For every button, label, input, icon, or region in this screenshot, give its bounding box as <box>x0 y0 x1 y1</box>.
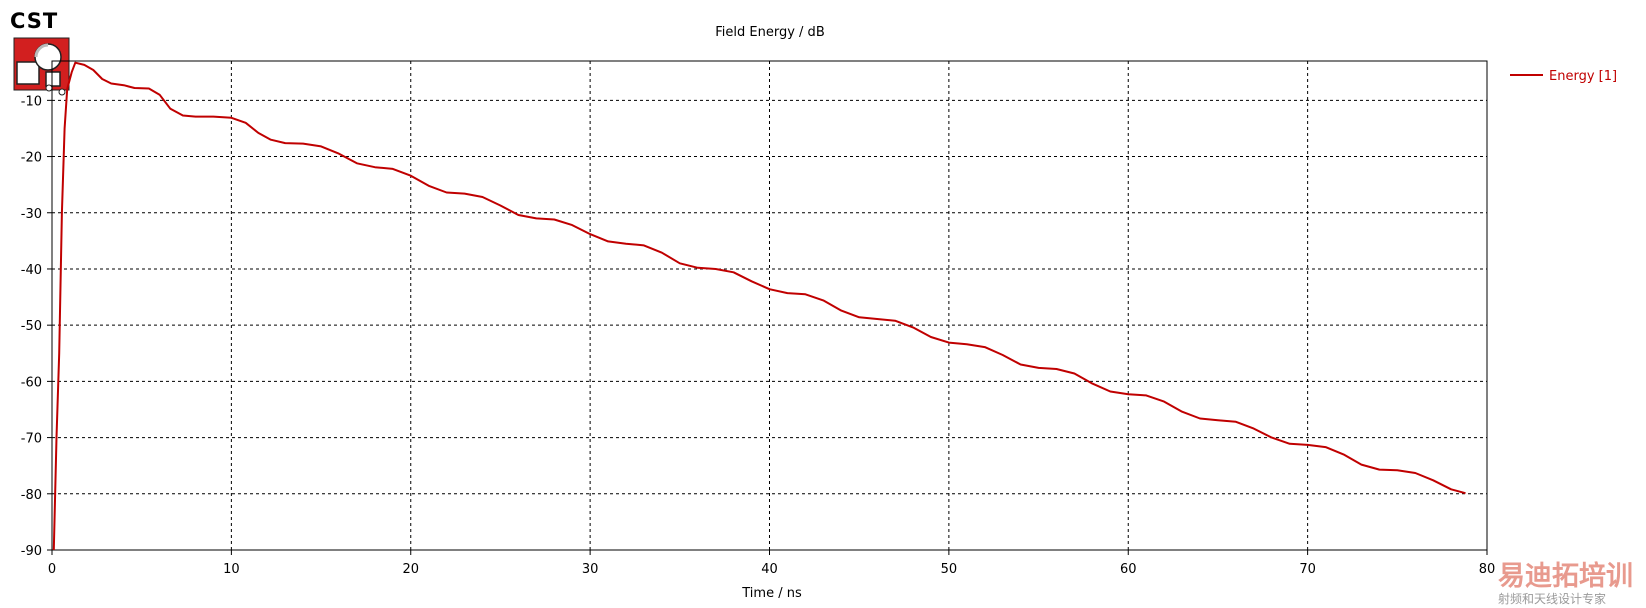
legend-label-energy: Energy [1] <box>1549 69 1617 84</box>
watermark-subtitle: 射频和天线设计专家 <box>1498 591 1606 606</box>
x-tick-label: 10 <box>223 562 240 577</box>
x-axis-ticks: 0 10 20 30 40 50 60 70 80 <box>48 550 1495 577</box>
y-tick-label: -80 <box>21 488 42 503</box>
y-axis-ticks: -10 -20 -30 -40 -50 -60 -70 -80 -90 <box>21 94 52 559</box>
cst-logo-icon <box>13 37 70 96</box>
y-tick-label: -70 <box>21 432 42 447</box>
y-tick-label: -90 <box>21 544 42 559</box>
y-tick-label: -10 <box>21 94 42 109</box>
x-tick-label: 50 <box>941 562 958 577</box>
x-tick-label: 80 <box>1479 562 1496 577</box>
x-axis-label: Time / ns <box>741 586 802 601</box>
x-tick-label: 70 <box>1299 562 1316 577</box>
legend: Energy [1] <box>1510 69 1617 84</box>
x-tick-label: 60 <box>1120 562 1137 577</box>
y-tick-label: -20 <box>21 151 42 166</box>
grid-lines <box>52 61 1487 550</box>
chart-title: Field Energy / dB <box>715 25 824 40</box>
y-tick-label: -50 <box>21 319 42 334</box>
x-tick-label: 0 <box>48 562 56 577</box>
brand-text: CST <box>10 9 58 33</box>
watermark: 易迪拓培训 射频和天线设计专家 <box>1498 561 1633 606</box>
series-line-energy <box>52 61 1466 551</box>
y-tick-label: -30 <box>21 207 42 222</box>
y-tick-label: -60 <box>21 375 42 390</box>
watermark-title: 易迪拓培训 <box>1498 561 1633 592</box>
cst-logo: CST <box>10 9 70 96</box>
x-tick-label: 30 <box>582 562 599 577</box>
y-tick-label: -40 <box>21 263 42 278</box>
x-tick-label: 20 <box>402 562 419 577</box>
series-layer <box>52 61 1466 551</box>
x-tick-label: 40 <box>761 562 778 577</box>
